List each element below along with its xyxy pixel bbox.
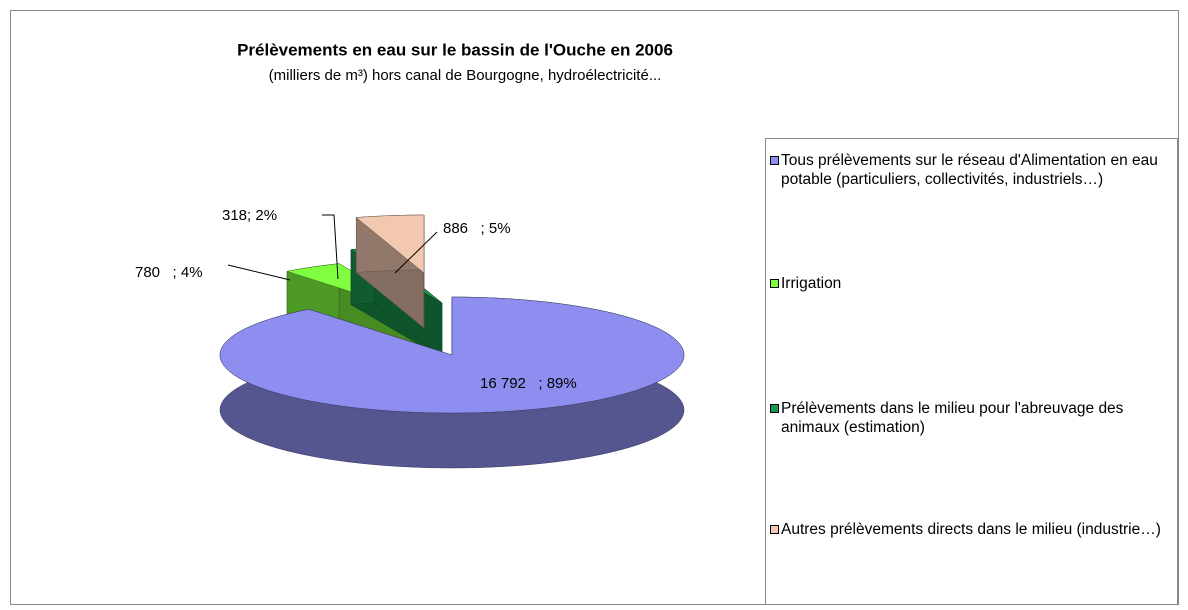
slice-top	[219, 296, 685, 414]
chart-title: Prélèvements en eau sur le bassin de l'O…	[237, 40, 673, 59]
legend-swatch	[770, 156, 779, 165]
data-label: 886 ; 5%	[443, 220, 511, 237]
legend-box	[765, 138, 1178, 605]
legend-label: Prélèvements dans le milieu pour l'abreu…	[781, 400, 1124, 436]
legend-label: Autres prélèvements directs dans le mili…	[781, 521, 1161, 538]
legend-entry: Irrigation	[770, 274, 1174, 293]
chart-subtitle: (milliers de m³) hors canal de Bourgogne…	[269, 67, 662, 84]
leader-line	[394, 231, 438, 274]
slice-top	[355, 214, 425, 274]
legend-swatch	[770, 404, 779, 413]
legend-entry: Prélèvements dans le milieu pour l'abreu…	[770, 399, 1174, 437]
legend: Tous prélèvements sur le réseau d'Alimen…	[766, 139, 1176, 604]
leader-line	[227, 264, 291, 281]
legend-swatch	[770, 279, 779, 288]
legend-label: Tous prélèvements sur le réseau d'Alimen…	[781, 152, 1158, 188]
legend-label: Irrigation	[781, 275, 842, 292]
data-label: 16 792 ; 89%	[480, 375, 577, 392]
legend-entry: Autres prélèvements directs dans le mili…	[770, 520, 1174, 539]
data-label: 318; 2%	[222, 207, 277, 224]
leader-line	[322, 214, 339, 280]
slice	[219, 296, 685, 469]
data-label: 780 ; 4%	[135, 264, 203, 281]
legend-swatch	[770, 525, 779, 534]
legend-entry: Tous prélèvements sur le réseau d'Alimen…	[770, 151, 1174, 189]
slice	[355, 214, 425, 329]
pie	[219, 214, 685, 469]
